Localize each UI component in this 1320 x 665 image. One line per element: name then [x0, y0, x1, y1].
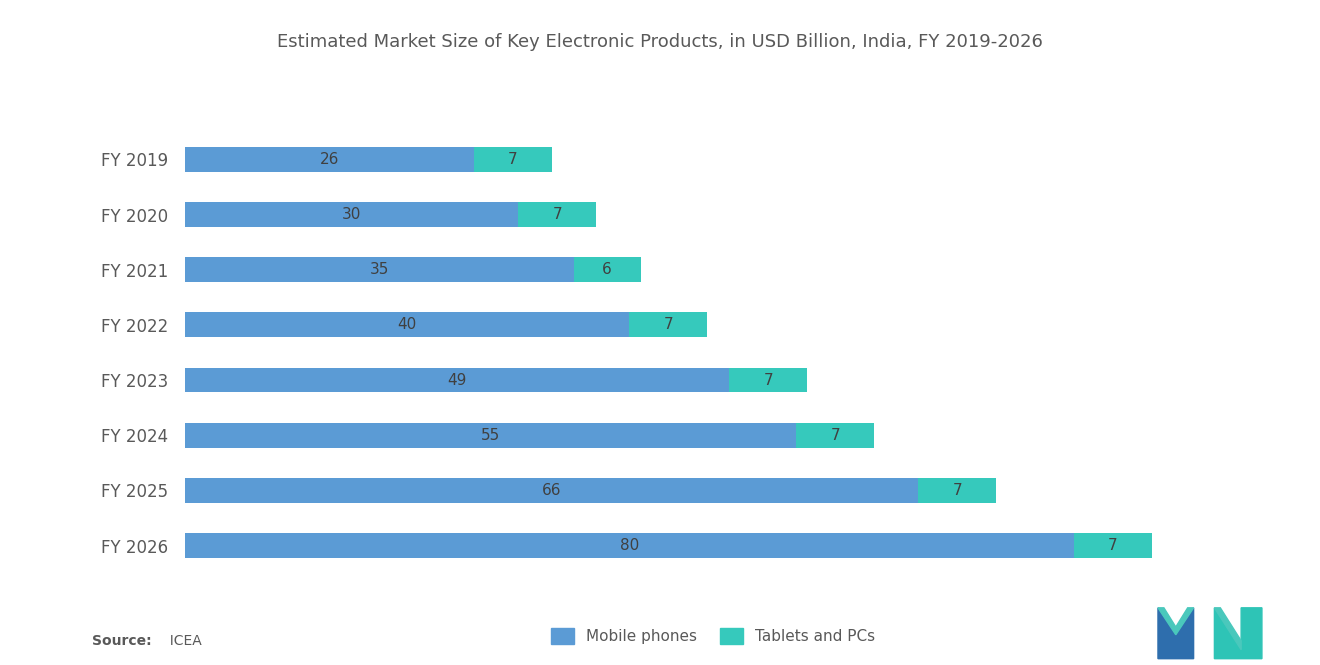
- Bar: [630, 313, 708, 337]
- Legend: Mobile phones, Tablets and PCs: Mobile phones, Tablets and PCs: [545, 622, 880, 650]
- Text: ICEA: ICEA: [161, 634, 202, 648]
- Text: 7: 7: [830, 428, 840, 443]
- Bar: [185, 313, 630, 337]
- Text: 7: 7: [763, 372, 774, 388]
- Polygon shape: [1158, 608, 1193, 658]
- Bar: [1074, 533, 1152, 558]
- Text: Source:: Source:: [92, 634, 152, 648]
- Text: 26: 26: [319, 152, 339, 167]
- Text: 40: 40: [397, 317, 417, 332]
- Text: 6: 6: [602, 262, 612, 277]
- Text: 80: 80: [620, 538, 639, 553]
- Bar: [519, 202, 597, 227]
- Bar: [185, 202, 519, 227]
- Bar: [185, 533, 1074, 558]
- Bar: [185, 478, 919, 503]
- Bar: [185, 147, 474, 172]
- Text: 7: 7: [1109, 538, 1118, 553]
- Text: 66: 66: [543, 483, 561, 498]
- Polygon shape: [1214, 608, 1262, 658]
- Bar: [796, 423, 874, 448]
- Bar: [185, 257, 574, 282]
- Text: 30: 30: [342, 207, 362, 222]
- Text: 35: 35: [370, 262, 389, 277]
- Text: 49: 49: [447, 372, 467, 388]
- Bar: [185, 423, 796, 448]
- Text: 7: 7: [664, 317, 673, 332]
- Polygon shape: [1214, 608, 1241, 650]
- Text: 7: 7: [953, 483, 962, 498]
- Text: 7: 7: [552, 207, 562, 222]
- Text: 55: 55: [480, 428, 500, 443]
- Text: 7: 7: [508, 152, 517, 167]
- Bar: [574, 257, 640, 282]
- Text: Estimated Market Size of Key Electronic Products, in USD Billion, India, FY 2019: Estimated Market Size of Key Electronic …: [277, 33, 1043, 51]
- Bar: [185, 368, 730, 392]
- Bar: [730, 368, 808, 392]
- Bar: [474, 147, 552, 172]
- Polygon shape: [1158, 608, 1193, 634]
- Bar: [919, 478, 997, 503]
